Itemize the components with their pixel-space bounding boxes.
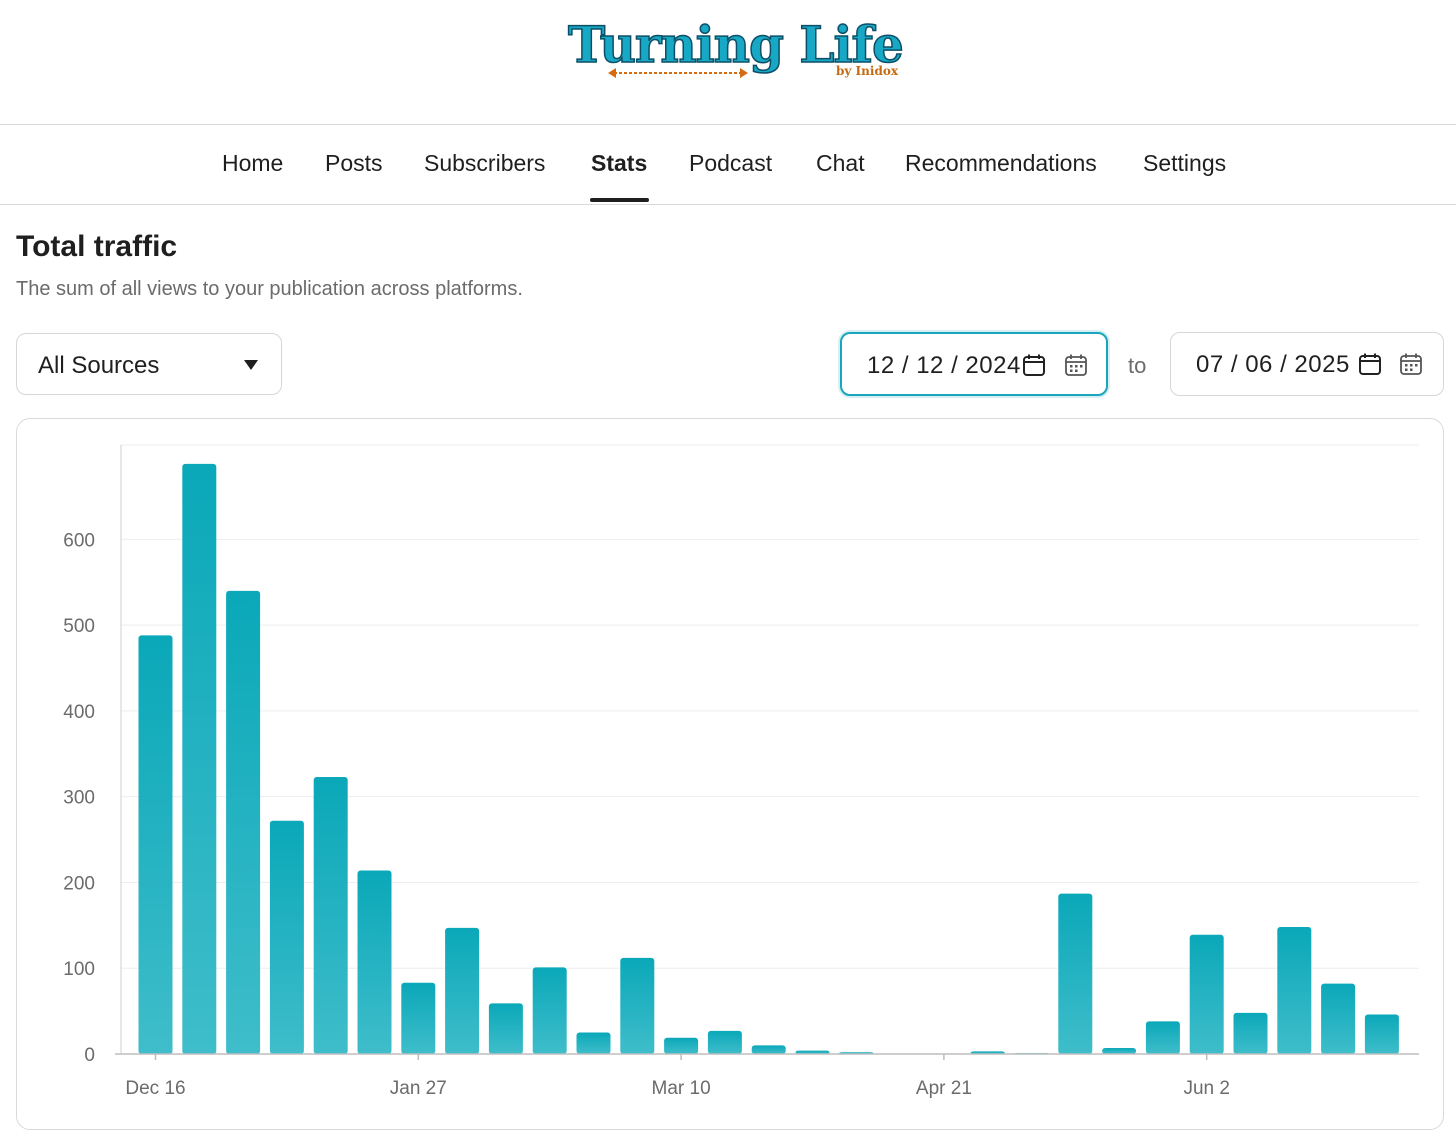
bar — [269, 820, 304, 1054]
y-tick-label: 400 — [63, 702, 95, 723]
bar — [795, 1050, 830, 1054]
nav-podcast[interactable]: Podcast — [689, 150, 773, 176]
bar — [488, 1003, 523, 1054]
bar — [707, 1030, 742, 1054]
bar — [138, 635, 173, 1054]
bar — [1102, 1047, 1137, 1054]
date-to-input[interactable]: 07 / 06 / 2025 — [1170, 332, 1444, 396]
y-tick-label: 100 — [63, 959, 95, 980]
bar — [226, 590, 261, 1054]
bar — [313, 776, 348, 1054]
source-select[interactable]: All Sources — [16, 333, 282, 395]
bar — [532, 967, 567, 1054]
source-select-value: All Sources — [38, 352, 160, 379]
nav-settings[interactable]: Settings — [1143, 150, 1227, 176]
bar — [576, 1032, 611, 1054]
date-from-value: 12 / 12 / 2024 — [867, 352, 1021, 379]
date-from-input[interactable]: 12 / 12 / 2024 — [840, 332, 1108, 396]
bar — [751, 1045, 786, 1054]
calendar-icon[interactable] — [1022, 353, 1046, 377]
calendar-icon[interactable] — [1358, 352, 1382, 376]
bar — [1145, 1021, 1180, 1054]
nav-home[interactable]: Home — [222, 150, 284, 176]
bar — [182, 463, 217, 1054]
bar — [1321, 983, 1356, 1054]
date-to-value: 07 / 06 / 2025 — [1196, 351, 1350, 378]
bar — [1364, 1014, 1399, 1054]
traffic-chart-card: 0 100 200 300 400 500 600 Dec 16 Jan 27 Mar 10 Apr… — [16, 418, 1444, 1130]
double-arrow-icon — [608, 68, 748, 78]
header: Turning Life by Inidox — [0, 0, 1456, 125]
traffic-bar-chart: 0 100 200 300 400 500 600 Dec 16 Jan 27 Mar 10 Apr… — [63, 444, 1419, 1099]
nav-posts[interactable]: Posts — [325, 150, 383, 176]
brand-title: Turning Life — [567, 14, 904, 75]
page-title: Total traffic — [16, 230, 178, 263]
bar — [1058, 893, 1093, 1054]
page-subtitle: The sum of all views to your publication… — [16, 278, 523, 300]
x-tick-label: Mar 10 — [652, 1078, 711, 1099]
calendar-picker-icon[interactable] — [1399, 352, 1423, 376]
x-tick-label: Jun 2 — [1183, 1078, 1229, 1099]
bar — [445, 927, 480, 1054]
bar — [1189, 934, 1224, 1054]
nav-stats[interactable]: Stats — [591, 150, 648, 176]
y-tick-label: 200 — [63, 873, 95, 894]
nav-subscribers[interactable]: Subscribers — [424, 150, 546, 176]
brand-subtitle: by Inidox — [836, 64, 898, 78]
bar — [1233, 1012, 1268, 1054]
bar — [664, 1037, 699, 1054]
y-tick-label: 500 — [63, 616, 95, 637]
x-tick-label: Dec 16 — [125, 1078, 185, 1099]
x-tick-label: Jan 27 — [390, 1078, 447, 1099]
bar — [357, 870, 392, 1054]
y-tick-label: 300 — [63, 788, 95, 809]
date-range-separator: to — [1128, 353, 1147, 378]
bar — [620, 957, 655, 1054]
nav-recommendations[interactable]: Recommendations — [905, 150, 1097, 176]
brand-logo[interactable]: Turning Life by Inidox — [567, 14, 908, 86]
caret-down-icon — [244, 360, 258, 370]
bar — [1277, 927, 1312, 1054]
x-tick-label: Apr 21 — [916, 1078, 972, 1099]
y-tick-label: 600 — [63, 530, 95, 551]
bar — [401, 982, 436, 1054]
nav-chat[interactable]: Chat — [816, 150, 865, 176]
main-nav: Home Posts Subscribers Stats Podcast Cha… — [0, 124, 1456, 205]
calendar-picker-icon[interactable] — [1064, 353, 1088, 377]
active-tab-indicator — [590, 198, 649, 202]
y-tick-label: 0 — [84, 1045, 95, 1066]
